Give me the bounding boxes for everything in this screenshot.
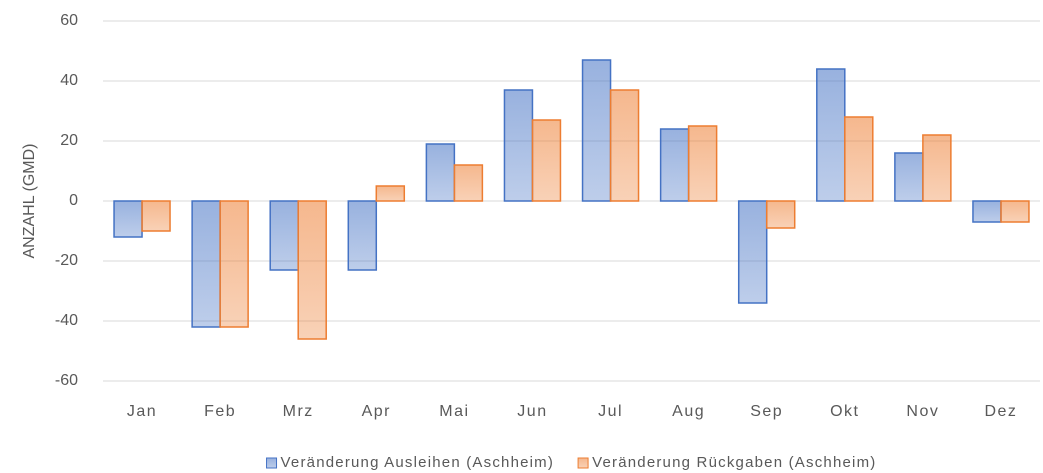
x-tick-label: Sep	[750, 403, 783, 420]
bar	[659, 128, 690, 202]
bar	[609, 89, 640, 202]
y-tick-label: 20	[60, 132, 78, 149]
x-tick-label: Jul	[598, 403, 623, 420]
legend-swatch	[266, 457, 278, 469]
bar	[1000, 200, 1030, 223]
bar	[765, 200, 796, 229]
bar	[219, 200, 249, 328]
bar	[191, 200, 221, 328]
bar	[972, 200, 1002, 223]
x-tick-label: Feb	[204, 403, 236, 420]
bar	[269, 200, 299, 271]
bar	[737, 200, 768, 304]
y-tick-label: -60	[55, 372, 78, 389]
x-tick-label: Jan	[127, 403, 157, 420]
legend-swatch	[577, 457, 589, 469]
bar	[503, 89, 534, 202]
bar	[844, 116, 874, 202]
y-tick-label: -20	[55, 252, 78, 269]
bar	[375, 185, 406, 202]
x-tick-label: Mai	[439, 403, 469, 420]
legend-label: Veränderung Ausleihen (Aschheim)	[281, 454, 555, 471]
bar	[347, 200, 378, 271]
bar	[141, 200, 171, 232]
bar	[894, 152, 924, 202]
bar	[816, 68, 846, 202]
y-tick-label: 60	[60, 12, 78, 29]
bar	[425, 143, 456, 202]
x-tick-label: Dez	[984, 403, 1017, 420]
bar	[581, 59, 612, 202]
bar	[531, 119, 562, 202]
y-tick-label: -40	[55, 312, 78, 329]
x-tick-label: Apr	[362, 403, 391, 420]
y-tick-label: 40	[60, 72, 78, 89]
x-tick-label: Jun	[517, 403, 547, 420]
y-tick-label: 0	[69, 192, 78, 209]
bar	[922, 134, 952, 202]
bar	[687, 125, 718, 202]
x-tick-label: Okt	[830, 403, 859, 420]
y-axis-title: ANZAHL (GMD)	[21, 144, 38, 259]
legend-label: Veränderung Rückgaben (Aschheim)	[592, 454, 876, 471]
x-tick-label: Nov	[906, 403, 939, 420]
bar	[113, 200, 143, 238]
x-tick-label: Mrz	[283, 403, 314, 420]
bar	[297, 200, 327, 340]
x-tick-label: Aug	[672, 403, 705, 420]
bar	[453, 164, 484, 202]
